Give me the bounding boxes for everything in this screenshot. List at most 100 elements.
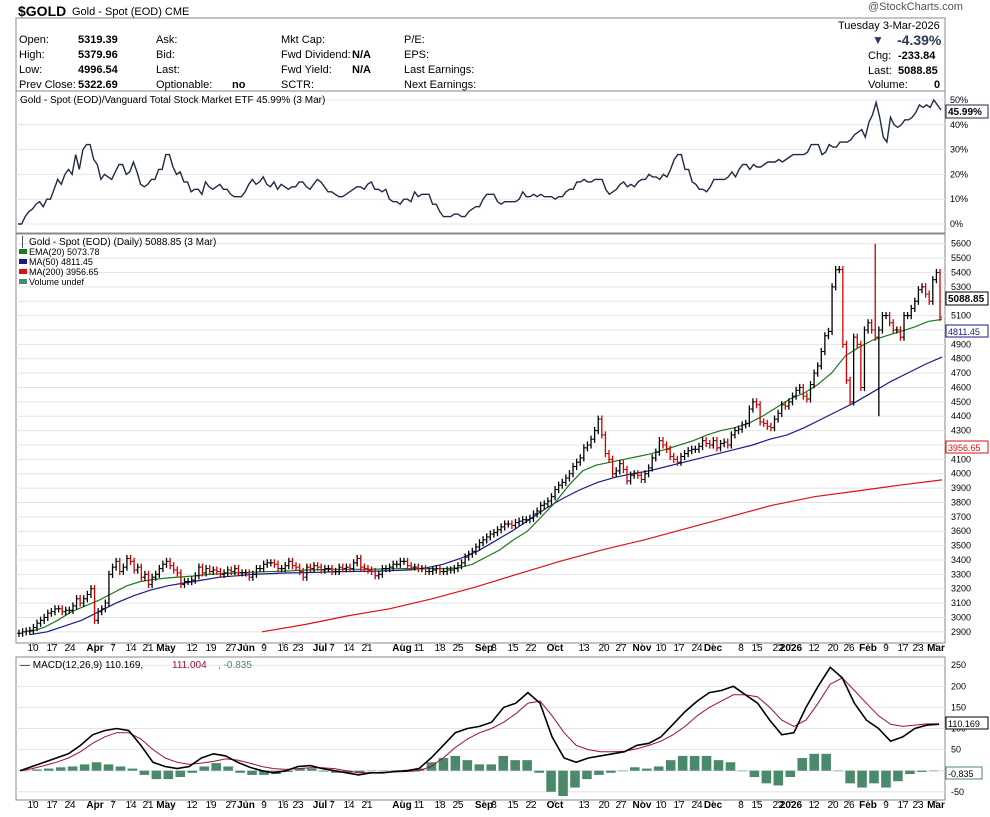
y-tick-label: 5100 xyxy=(951,311,971,321)
quote-field-label: Fwd Yield: xyxy=(281,64,332,76)
x-tick-label: 15 xyxy=(751,643,763,654)
macd-signal-line xyxy=(19,677,939,774)
macd-last-box xyxy=(945,716,989,730)
quote-field-label: Prev Close: xyxy=(19,79,76,91)
y-tick-label: -50 xyxy=(951,787,964,797)
histogram-bar xyxy=(785,770,796,778)
histogram-bar xyxy=(390,770,401,771)
x-tick-label: Nov xyxy=(633,800,652,811)
x-tick-label: 27 xyxy=(225,643,237,654)
quote-field-label: Bid: xyxy=(156,49,175,61)
y-tick-label: 5600 xyxy=(951,239,971,249)
x-tick-label: Oct xyxy=(547,800,564,811)
last-label: Last: xyxy=(868,65,892,77)
y-tick-label: 200 xyxy=(951,681,966,691)
x-tick-label: 7 xyxy=(110,800,116,811)
quote-field-label: Optionable: xyxy=(156,79,213,91)
x-tick-label: 24 xyxy=(64,800,76,811)
quote-field-value: 5379.96 xyxy=(78,49,118,61)
histogram-bar xyxy=(821,753,831,771)
x-tick-label: 11 xyxy=(414,800,425,811)
ma50-line xyxy=(29,356,943,636)
histogram-bar xyxy=(127,768,138,771)
quote-field-value: no xyxy=(232,79,246,91)
quote-field-label: P/E: xyxy=(404,34,425,46)
x-tick-label: 27 xyxy=(615,643,627,654)
x-tick-label: 13 xyxy=(578,800,590,811)
x-tick-label: 18 xyxy=(434,800,446,811)
y-tick-label: 4300 xyxy=(951,426,971,436)
panel-frame-2 xyxy=(15,233,946,644)
macd-signal-value: 111.004 xyxy=(172,660,207,671)
x-tick-label: Dec xyxy=(704,800,723,811)
x-tick-label: 21 xyxy=(361,643,373,654)
x-tick-label: 21 xyxy=(361,800,373,811)
x-tick-label: 23 xyxy=(292,643,304,654)
x-tick-label: 9 xyxy=(883,800,889,811)
histogram-bar xyxy=(618,770,628,772)
histogram-bar xyxy=(606,770,616,773)
histogram-bar xyxy=(773,770,784,786)
histogram-bar xyxy=(857,770,867,788)
x-tick-label: 21 xyxy=(142,800,154,811)
quote-field-label: Last: xyxy=(156,64,180,76)
quote-field-value: N/A xyxy=(352,64,371,76)
y-tick-label: 3000 xyxy=(951,612,971,622)
x-tick-label: 26 xyxy=(843,643,855,654)
histogram-bar xyxy=(845,770,855,784)
histogram-bar xyxy=(235,770,245,773)
histogram-bar xyxy=(295,768,305,771)
symbol-title: $GOLD xyxy=(18,3,67,19)
x-tick-label: Apr xyxy=(86,800,103,811)
histogram-bar xyxy=(103,764,114,771)
y-tick-label: 3800 xyxy=(951,497,971,507)
x-tick-label: 25 xyxy=(452,643,464,654)
x-tick-label: 7 xyxy=(329,643,335,654)
macd-title: — MACD(12,26,9) 110.169, xyxy=(20,660,143,671)
x-tick-label: 8 xyxy=(738,643,744,654)
x-tick-label: 12 xyxy=(808,643,820,654)
ma50-last-value: 4811.45 xyxy=(948,327,980,337)
histogram-bar xyxy=(187,770,198,773)
x-tick-label: 17 xyxy=(46,643,58,654)
histogram-bar xyxy=(797,758,808,771)
x-tick-label: Oct xyxy=(547,643,564,654)
y-tick-label: 3100 xyxy=(951,598,971,608)
histogram-bar xyxy=(761,770,772,784)
histogram-bar xyxy=(55,767,66,771)
histogram-bar xyxy=(725,762,736,771)
histogram-bar xyxy=(175,770,186,778)
y-tick-label: 20% xyxy=(950,169,968,179)
x-tick-label: 12 xyxy=(186,800,198,811)
histogram-bar xyxy=(869,770,879,784)
histogram-bar xyxy=(665,760,676,771)
histogram-bar xyxy=(319,770,329,772)
legend-swatch xyxy=(19,279,27,284)
x-tick-label: 9 xyxy=(261,800,267,811)
x-tick-label: Sep xyxy=(475,643,493,654)
y-tick-label: 3400 xyxy=(951,555,971,565)
panel-frame-1 xyxy=(15,90,946,234)
quote-field-value: 4996.54 xyxy=(78,64,118,76)
histogram-bar xyxy=(31,769,42,771)
x-tick-label: 10 xyxy=(655,643,667,654)
histogram-bar xyxy=(307,768,317,771)
header-frame xyxy=(15,17,946,92)
ratio-last-value: 45.99% xyxy=(948,107,982,118)
y-tick-label: 40% xyxy=(950,120,968,130)
quote-field-label: High: xyxy=(19,49,45,61)
last-value-box xyxy=(945,104,989,119)
histogram-bar xyxy=(737,770,748,772)
y-tick-label: 3500 xyxy=(951,541,971,551)
histogram-bar xyxy=(570,770,580,788)
quote-field-label: Last Earnings: xyxy=(404,64,475,76)
x-tick-label: 19 xyxy=(205,643,217,654)
x-tick-label: May xyxy=(156,643,176,654)
x-tick-label: Jun xyxy=(237,643,255,654)
x-tick-label: 24 xyxy=(691,643,703,654)
x-tick-label: 24 xyxy=(64,643,76,654)
ma50-last-box xyxy=(945,324,989,338)
legend-entry: EMA(20) 5073.78 xyxy=(29,247,100,257)
x-tick-label: 12 xyxy=(186,643,198,654)
y-tick-label: 5500 xyxy=(951,253,971,263)
